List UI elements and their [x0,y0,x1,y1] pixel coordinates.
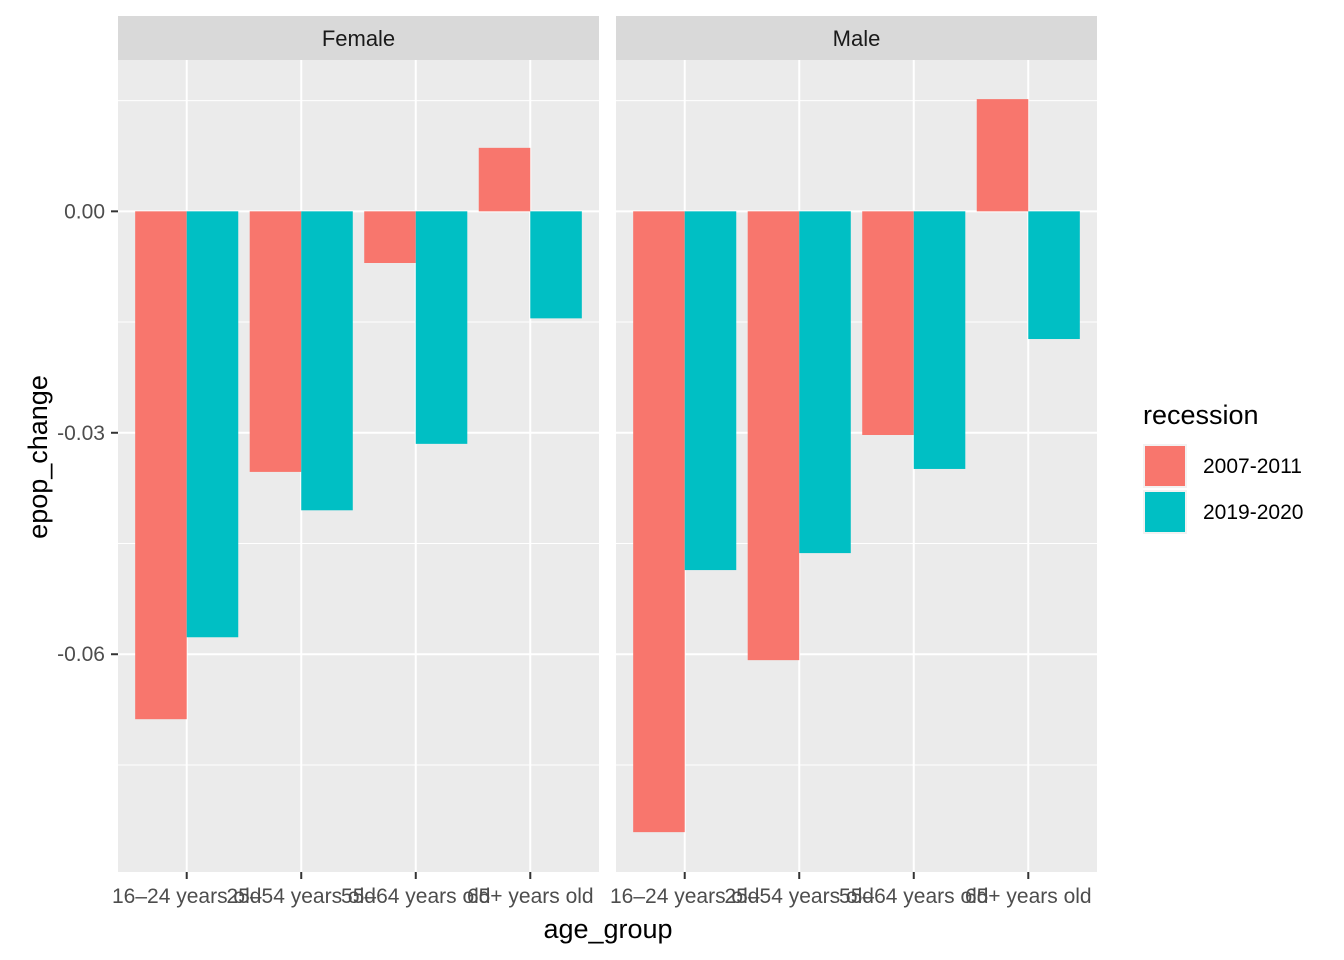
bar [684,211,737,571]
bar [135,211,187,720]
bar [913,211,966,469]
bar [633,211,685,833]
legend-key [1145,492,1185,532]
x-tick-label: 65+ years old [467,885,594,908]
bar [249,211,302,472]
x-axis-title: age_group [543,914,672,944]
bar [301,211,353,511]
bar [747,211,800,661]
bar [799,211,851,554]
facet-strip [118,16,599,60]
facet-strip-label: Male [833,26,881,51]
bar [976,99,1029,212]
facet-strip-label: Female [322,26,395,51]
y-axis: 0.00 -0.03 -0.06 [57,200,118,666]
facet-strip [616,16,1097,60]
bar [364,211,416,263]
x-tick-label: 16–24 years old [610,885,759,908]
legend: recession 2007-2011 2019-2020 [1143,400,1303,534]
bar [478,147,531,212]
legend-title: recession [1143,400,1259,430]
x-tick-label: 25–54 years old [227,885,376,908]
bar [415,211,468,444]
legend-label: 2019-2020 [1203,501,1303,524]
legend-label: 2007-2011 [1203,455,1302,478]
legend-key [1145,446,1185,486]
y-tick-label: -0.03 [57,422,105,445]
y-axis-title: epop_change [23,375,53,539]
x-tick-label: 25–54 years old [725,885,874,908]
bar [1028,211,1080,340]
y-tick-label: 0.00 [64,200,105,223]
y-tick-label: -0.06 [57,643,105,666]
x-tick-label: 55–64 years old [839,885,988,908]
x-tick-label: 55–64 years old [341,885,490,908]
bar [530,211,582,319]
x-tick-label: 16–24 years old [112,885,261,908]
x-tick-label: 65+ years old [965,885,1092,908]
bar [186,211,239,638]
bar [862,211,914,435]
